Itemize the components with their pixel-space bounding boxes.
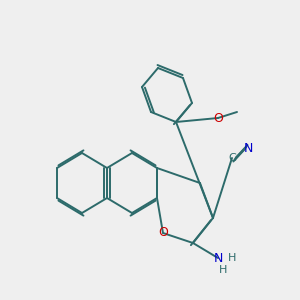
Text: C: C <box>228 153 236 163</box>
Text: N: N <box>213 251 223 265</box>
Text: H: H <box>219 265 227 275</box>
Text: H: H <box>228 253 236 263</box>
Text: N: N <box>243 142 253 154</box>
Text: O: O <box>213 112 223 124</box>
Text: O: O <box>158 226 168 239</box>
